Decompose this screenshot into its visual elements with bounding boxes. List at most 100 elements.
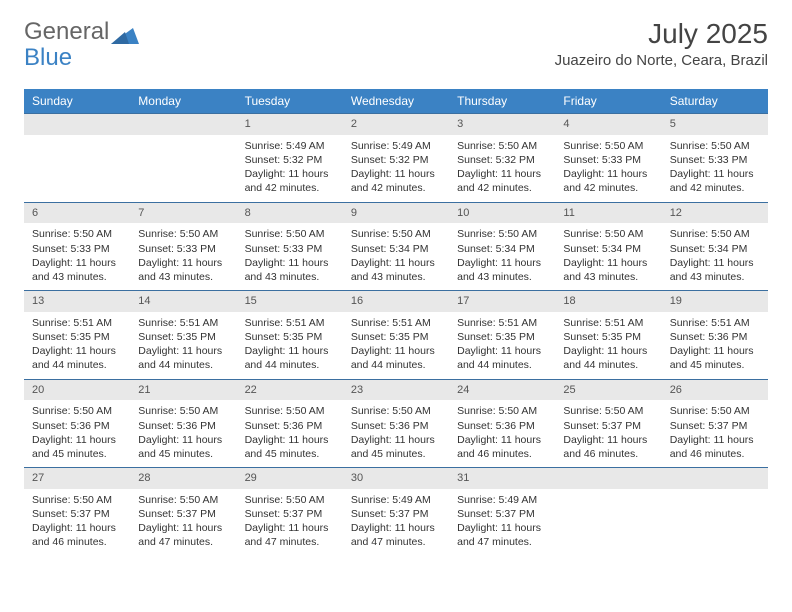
calendar-row: 27Sunrise: 5:50 AMSunset: 5:37 PMDayligh… (24, 467, 768, 556)
day-number: 22 (237, 379, 343, 401)
calendar-cell: 1Sunrise: 5:49 AMSunset: 5:32 PMDaylight… (237, 113, 343, 202)
calendar-cell: 27Sunrise: 5:50 AMSunset: 5:37 PMDayligh… (24, 467, 130, 556)
day-number-empty (555, 467, 661, 489)
calendar-cell: 3Sunrise: 5:50 AMSunset: 5:32 PMDaylight… (449, 113, 555, 202)
day-number: 10 (449, 202, 555, 224)
calendar-table: SundayMondayTuesdayWednesdayThursdayFrid… (24, 89, 768, 556)
day-details: Sunrise: 5:51 AMSunset: 5:35 PMDaylight:… (130, 312, 236, 379)
calendar-row: 20Sunrise: 5:50 AMSunset: 5:36 PMDayligh… (24, 379, 768, 468)
weekday-header: Thursday (449, 89, 555, 113)
logo-text-2: Blue (24, 44, 72, 72)
day-number: 17 (449, 290, 555, 312)
calendar-cell: 28Sunrise: 5:50 AMSunset: 5:37 PMDayligh… (130, 467, 236, 556)
day-number: 2 (343, 113, 449, 135)
weekday-header: Tuesday (237, 89, 343, 113)
day-details: Sunrise: 5:50 AMSunset: 5:34 PMDaylight:… (555, 223, 661, 290)
location: Juazeiro do Norte, Ceara, Brazil (555, 52, 768, 69)
day-number: 24 (449, 379, 555, 401)
calendar-cell: 10Sunrise: 5:50 AMSunset: 5:34 PMDayligh… (449, 202, 555, 291)
day-number: 1 (237, 113, 343, 135)
day-details: Sunrise: 5:51 AMSunset: 5:35 PMDaylight:… (237, 312, 343, 379)
calendar-cell: 22Sunrise: 5:50 AMSunset: 5:36 PMDayligh… (237, 379, 343, 468)
calendar-row: 6Sunrise: 5:50 AMSunset: 5:33 PMDaylight… (24, 202, 768, 291)
day-details: Sunrise: 5:50 AMSunset: 5:33 PMDaylight:… (24, 223, 130, 290)
day-details: Sunrise: 5:50 AMSunset: 5:32 PMDaylight:… (449, 135, 555, 202)
day-details: Sunrise: 5:49 AMSunset: 5:37 PMDaylight:… (449, 489, 555, 556)
day-number: 8 (237, 202, 343, 224)
day-details: Sunrise: 5:51 AMSunset: 5:35 PMDaylight:… (343, 312, 449, 379)
day-details: Sunrise: 5:50 AMSunset: 5:37 PMDaylight:… (555, 400, 661, 467)
calendar-cell: 11Sunrise: 5:50 AMSunset: 5:34 PMDayligh… (555, 202, 661, 291)
day-number: 27 (24, 467, 130, 489)
day-details: Sunrise: 5:50 AMSunset: 5:36 PMDaylight:… (449, 400, 555, 467)
calendar-cell: 7Sunrise: 5:50 AMSunset: 5:33 PMDaylight… (130, 202, 236, 291)
logo-triangle-icon (111, 23, 139, 41)
day-details: Sunrise: 5:50 AMSunset: 5:33 PMDaylight:… (237, 223, 343, 290)
calendar-row: 13Sunrise: 5:51 AMSunset: 5:35 PMDayligh… (24, 290, 768, 379)
day-number: 7 (130, 202, 236, 224)
day-details: Sunrise: 5:50 AMSunset: 5:36 PMDaylight:… (24, 400, 130, 467)
day-number-empty (130, 113, 236, 135)
day-number: 16 (343, 290, 449, 312)
calendar-cell: 21Sunrise: 5:50 AMSunset: 5:36 PMDayligh… (130, 379, 236, 468)
day-number: 13 (24, 290, 130, 312)
day-details: Sunrise: 5:50 AMSunset: 5:37 PMDaylight:… (662, 400, 768, 467)
day-number: 26 (662, 379, 768, 401)
day-number: 14 (130, 290, 236, 312)
calendar-cell (555, 467, 661, 556)
calendar-cell: 17Sunrise: 5:51 AMSunset: 5:35 PMDayligh… (449, 290, 555, 379)
calendar-cell: 5Sunrise: 5:50 AMSunset: 5:33 PMDaylight… (662, 113, 768, 202)
day-number: 20 (24, 379, 130, 401)
day-number: 6 (24, 202, 130, 224)
calendar-cell: 15Sunrise: 5:51 AMSunset: 5:35 PMDayligh… (237, 290, 343, 379)
day-number: 5 (662, 113, 768, 135)
calendar-cell: 31Sunrise: 5:49 AMSunset: 5:37 PMDayligh… (449, 467, 555, 556)
day-details: Sunrise: 5:50 AMSunset: 5:37 PMDaylight:… (237, 489, 343, 556)
calendar-cell: 25Sunrise: 5:50 AMSunset: 5:37 PMDayligh… (555, 379, 661, 468)
day-details: Sunrise: 5:50 AMSunset: 5:36 PMDaylight:… (237, 400, 343, 467)
day-details: Sunrise: 5:49 AMSunset: 5:32 PMDaylight:… (237, 135, 343, 202)
day-details: Sunrise: 5:50 AMSunset: 5:36 PMDaylight:… (343, 400, 449, 467)
day-number: 31 (449, 467, 555, 489)
day-number: 28 (130, 467, 236, 489)
month-title: July 2025 (555, 18, 768, 50)
day-details: Sunrise: 5:50 AMSunset: 5:34 PMDaylight:… (662, 223, 768, 290)
day-number: 19 (662, 290, 768, 312)
day-details: Sunrise: 5:51 AMSunset: 5:36 PMDaylight:… (662, 312, 768, 379)
day-details: Sunrise: 5:49 AMSunset: 5:37 PMDaylight:… (343, 489, 449, 556)
weekday-header: Monday (130, 89, 236, 113)
weekday-header: Wednesday (343, 89, 449, 113)
day-number: 11 (555, 202, 661, 224)
calendar-cell: 30Sunrise: 5:49 AMSunset: 5:37 PMDayligh… (343, 467, 449, 556)
calendar-cell: 24Sunrise: 5:50 AMSunset: 5:36 PMDayligh… (449, 379, 555, 468)
day-details: Sunrise: 5:50 AMSunset: 5:37 PMDaylight:… (24, 489, 130, 556)
day-details: Sunrise: 5:50 AMSunset: 5:34 PMDaylight:… (343, 223, 449, 290)
day-details: Sunrise: 5:50 AMSunset: 5:36 PMDaylight:… (130, 400, 236, 467)
calendar-cell: 8Sunrise: 5:50 AMSunset: 5:33 PMDaylight… (237, 202, 343, 291)
calendar-cell: 16Sunrise: 5:51 AMSunset: 5:35 PMDayligh… (343, 290, 449, 379)
calendar-cell (662, 467, 768, 556)
day-details: Sunrise: 5:51 AMSunset: 5:35 PMDaylight:… (449, 312, 555, 379)
weekday-header: Friday (555, 89, 661, 113)
logo: General (24, 18, 139, 46)
calendar-cell: 2Sunrise: 5:49 AMSunset: 5:32 PMDaylight… (343, 113, 449, 202)
calendar-cell: 9Sunrise: 5:50 AMSunset: 5:34 PMDaylight… (343, 202, 449, 291)
day-number: 18 (555, 290, 661, 312)
day-number: 23 (343, 379, 449, 401)
calendar-cell: 4Sunrise: 5:50 AMSunset: 5:33 PMDaylight… (555, 113, 661, 202)
calendar-cell: 18Sunrise: 5:51 AMSunset: 5:35 PMDayligh… (555, 290, 661, 379)
day-details: Sunrise: 5:50 AMSunset: 5:33 PMDaylight:… (555, 135, 661, 202)
day-number: 29 (237, 467, 343, 489)
calendar-cell: 19Sunrise: 5:51 AMSunset: 5:36 PMDayligh… (662, 290, 768, 379)
calendar-cell: 23Sunrise: 5:50 AMSunset: 5:36 PMDayligh… (343, 379, 449, 468)
day-number: 3 (449, 113, 555, 135)
calendar-cell: 14Sunrise: 5:51 AMSunset: 5:35 PMDayligh… (130, 290, 236, 379)
day-number-empty (662, 467, 768, 489)
day-details: Sunrise: 5:50 AMSunset: 5:33 PMDaylight:… (130, 223, 236, 290)
calendar-cell (24, 113, 130, 202)
title-block: July 2025 Juazeiro do Norte, Ceara, Braz… (555, 18, 768, 69)
weekday-header: Sunday (24, 89, 130, 113)
calendar-row: 1Sunrise: 5:49 AMSunset: 5:32 PMDaylight… (24, 113, 768, 202)
calendar-cell (130, 113, 236, 202)
day-details: Sunrise: 5:50 AMSunset: 5:33 PMDaylight:… (662, 135, 768, 202)
